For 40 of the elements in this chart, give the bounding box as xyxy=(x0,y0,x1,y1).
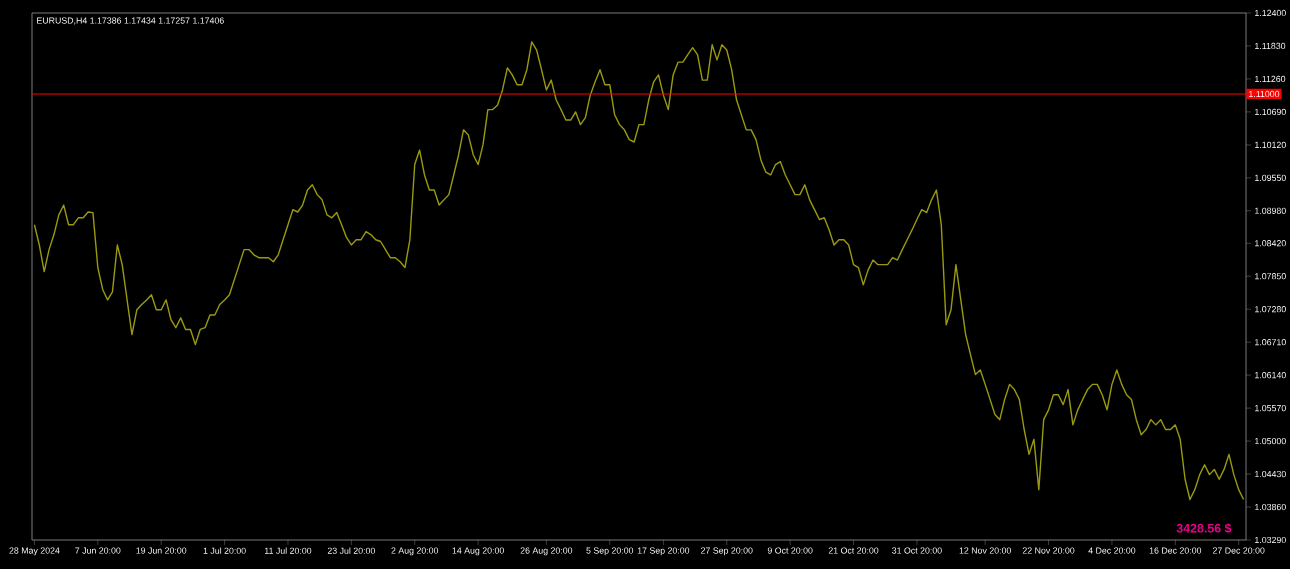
y-tick-label: 1.10690 xyxy=(1255,108,1286,116)
x-tick-label: 4 Dec 20:00 xyxy=(1088,547,1136,554)
y-tick-label: 1.06710 xyxy=(1255,339,1286,346)
y-tick-label: 1.07280 xyxy=(1255,306,1286,313)
y-tick-label: 1.03860 xyxy=(1255,503,1286,511)
x-tick-label: 11 Jul 20:00 xyxy=(264,547,312,554)
x-tick-label: 19 Jun 20:00 xyxy=(136,547,187,554)
x-tick-label: 2 Aug 20:00 xyxy=(391,547,439,556)
x-tick-label: 5 Sep 20:00 xyxy=(586,547,634,556)
y-tick-label: 1.11830 xyxy=(1255,42,1286,50)
y-tick-label: 1.12400 xyxy=(1255,9,1286,17)
y-tick-label: 1.05570 xyxy=(1255,404,1286,412)
x-tick-label: 12 Nov 20:00 xyxy=(959,547,1011,554)
x-tick-label: 31 Oct 20:00 xyxy=(892,547,942,554)
x-tick-label: 7 Jun 20:00 xyxy=(75,547,121,554)
y-tick-label: 1.09550 xyxy=(1255,174,1286,181)
y-tick-label: 1.03290 xyxy=(1255,536,1286,544)
annotation: 3428.56 $ xyxy=(1176,523,1232,534)
y-tick-label: 1.11260 xyxy=(1255,75,1286,83)
x-tick-label: 17 Sep 20:00 xyxy=(637,547,690,556)
chart-title: EURUSD,H4 1.17386 1.17434 1.17257 1.17406 xyxy=(37,17,224,25)
x-tick-label: 14 Aug 20:00 xyxy=(452,547,504,556)
x-tick-label: 16 Dec 20:00 xyxy=(1149,547,1202,554)
y-tick-label: 1.10120 xyxy=(1255,141,1286,149)
y-tick-label: 1.05000 xyxy=(1255,437,1286,445)
x-tick-label: 26 Aug 20:00 xyxy=(520,547,573,556)
y-tick-label: 1.04430 xyxy=(1255,470,1286,478)
ref-line-label: 1.11000 xyxy=(1249,90,1280,98)
y-tick-label: 1.07850 xyxy=(1255,273,1286,280)
x-tick-label: 9 Oct 20:00 xyxy=(767,547,813,554)
y-tick-label: 1.08420 xyxy=(1255,240,1286,247)
x-tick-label: 27 Sep 20:00 xyxy=(701,547,753,556)
x-tick-label: 23 Jul 20:00 xyxy=(327,547,375,554)
x-tick-label: 22 Nov 20:00 xyxy=(1022,547,1075,554)
x-tick-label: 1 Jul 20:00 xyxy=(203,547,246,554)
y-tick-label: 1.08980 xyxy=(1255,207,1286,214)
y-tick-label: 1.06140 xyxy=(1255,372,1286,379)
x-tick-label: 21 Oct 20:00 xyxy=(828,547,879,554)
x-tick-label: 27 Dec 20:00 xyxy=(1212,547,1265,554)
x-tick-label: 28 May 2024 xyxy=(9,547,60,556)
